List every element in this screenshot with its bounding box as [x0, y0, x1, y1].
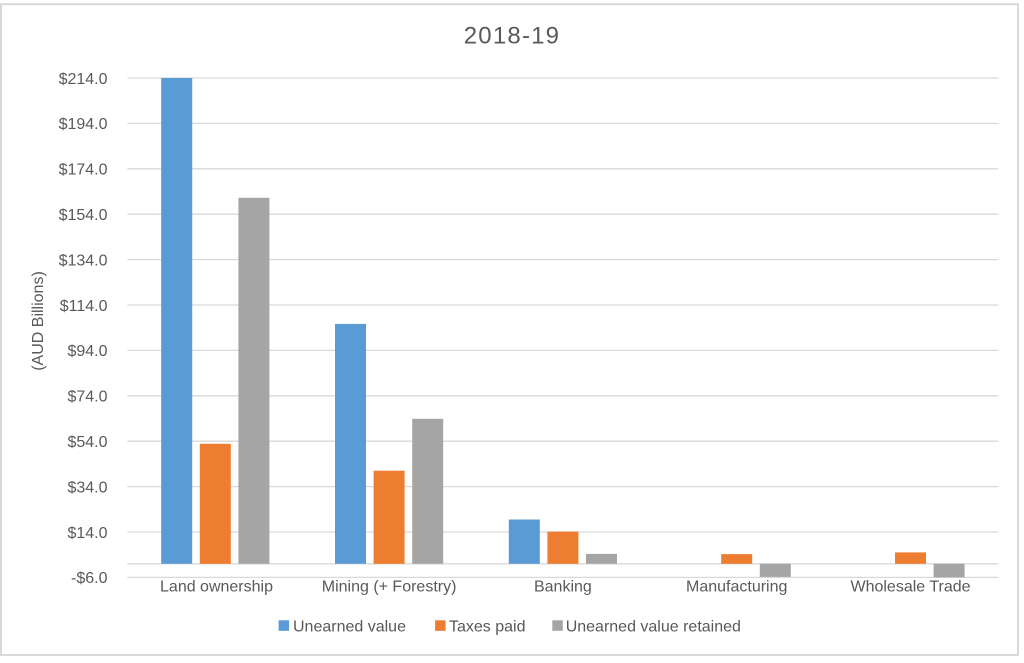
svg-text:$34.0: $34.0 [67, 479, 107, 496]
svg-text:$214.0: $214.0 [59, 71, 108, 88]
svg-text:Manufacturing: Manufacturing [686, 579, 787, 596]
svg-text:$54.0: $54.0 [67, 434, 107, 451]
svg-text:-$6.0: -$6.0 [71, 570, 108, 587]
svg-text:$194.0: $194.0 [59, 116, 108, 133]
svg-text:$114.0: $114.0 [60, 298, 108, 315]
svg-text:$174.0: $174.0 [59, 162, 108, 179]
svg-text:$94.0: $94.0 [67, 343, 107, 360]
svg-text:Taxes paid: Taxes paid [449, 618, 526, 635]
svg-text:Unearned value retained: Unearned value retained [566, 618, 741, 635]
svg-text:Banking: Banking [534, 579, 592, 596]
svg-text:2018-19: 2018-19 [464, 23, 560, 50]
svg-text:Unearned value: Unearned value [293, 618, 406, 635]
svg-text:$14.0: $14.0 [67, 525, 107, 542]
svg-text:$74.0: $74.0 [67, 389, 107, 406]
svg-text:Wholesale Trade: Wholesale Trade [850, 579, 970, 596]
svg-text:$154.0: $154.0 [59, 207, 108, 224]
svg-text:$134.0: $134.0 [59, 252, 108, 269]
svg-text:Mining (+ Forestry): Mining (+ Forestry) [322, 579, 457, 596]
svg-text:Land ownership: Land ownership [160, 579, 273, 596]
svg-text:(AUD Billions): (AUD Billions) [30, 271, 47, 371]
